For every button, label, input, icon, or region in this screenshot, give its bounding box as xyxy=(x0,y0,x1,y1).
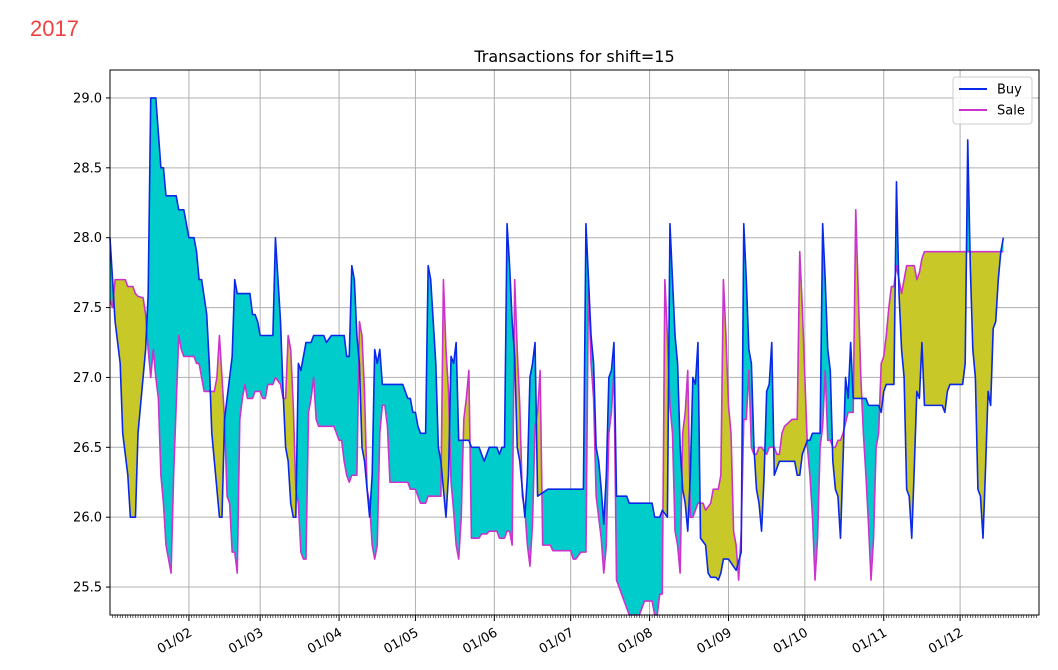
fill-sale-above xyxy=(358,321,368,490)
chart-title: Transactions for shift=15 xyxy=(473,47,674,66)
x-tick-label: 01/10 xyxy=(771,625,811,657)
y-tick-label: 27.0 xyxy=(73,371,102,386)
fill-buy-above xyxy=(861,398,880,581)
buy-series-line xyxy=(109,97,1005,581)
fill-buy-above xyxy=(689,342,701,518)
fill-sale-above xyxy=(210,335,225,518)
fill-buy-above xyxy=(296,265,359,560)
fill-buy-above xyxy=(541,223,663,615)
series-lines xyxy=(109,97,1005,616)
x-tick-label: 01/03 xyxy=(226,625,266,657)
fill-sale-above xyxy=(879,275,896,413)
fill-sale-above xyxy=(113,279,147,518)
fill-sale-above xyxy=(898,251,967,539)
y-tick-label: 26.5 xyxy=(73,441,102,456)
x-tick-label: 01/08 xyxy=(616,625,656,657)
x-tick-label: 01/02 xyxy=(155,625,195,657)
fill-buy-above xyxy=(370,265,442,560)
legend-label-buy: Buy xyxy=(997,83,1022,98)
x-tick-label: 01/07 xyxy=(537,625,577,657)
x-tick-label: 01/06 xyxy=(460,625,500,657)
y-tick-label: 26.0 xyxy=(73,511,102,526)
year-label: 2017 xyxy=(30,16,79,41)
y-tick-label: 28.0 xyxy=(73,231,102,246)
x-tick-label: 01/11 xyxy=(850,625,890,657)
x-axis: 01/02 01/03 01/04 01/05 01/06 01/07 01/08 01/09… xyxy=(112,615,1037,657)
fill-buy-above xyxy=(449,342,464,560)
y-tick-label: 29.0 xyxy=(73,91,102,106)
fill-buy-above xyxy=(224,237,284,574)
y-tick-label: 27.5 xyxy=(73,301,102,316)
x-tick-label: 01/12 xyxy=(926,625,966,657)
sale-series-line xyxy=(109,208,1004,616)
legend: Buy Sale xyxy=(952,76,1033,125)
y-axis: 25.5 26.0 26.5 27.0 27.5 28.0 28.5 29.0 xyxy=(73,91,110,596)
x-tick-label: 01/05 xyxy=(381,625,421,657)
y-tick-label: 25.5 xyxy=(73,581,102,596)
fill-buy-above xyxy=(741,223,755,521)
fill-sale-above xyxy=(463,370,470,444)
fill-sale-above xyxy=(773,251,808,476)
x-tick-label: 01/04 xyxy=(305,625,345,657)
x-tick-label: 01/09 xyxy=(695,625,735,657)
legend-label-sale: Sale xyxy=(997,104,1025,119)
y-tick-label: 28.5 xyxy=(73,161,102,176)
fill-buy-above xyxy=(668,223,682,574)
fill-buy-above xyxy=(469,223,515,546)
fill-buy-above xyxy=(525,342,537,567)
plot-frame xyxy=(109,69,1040,616)
